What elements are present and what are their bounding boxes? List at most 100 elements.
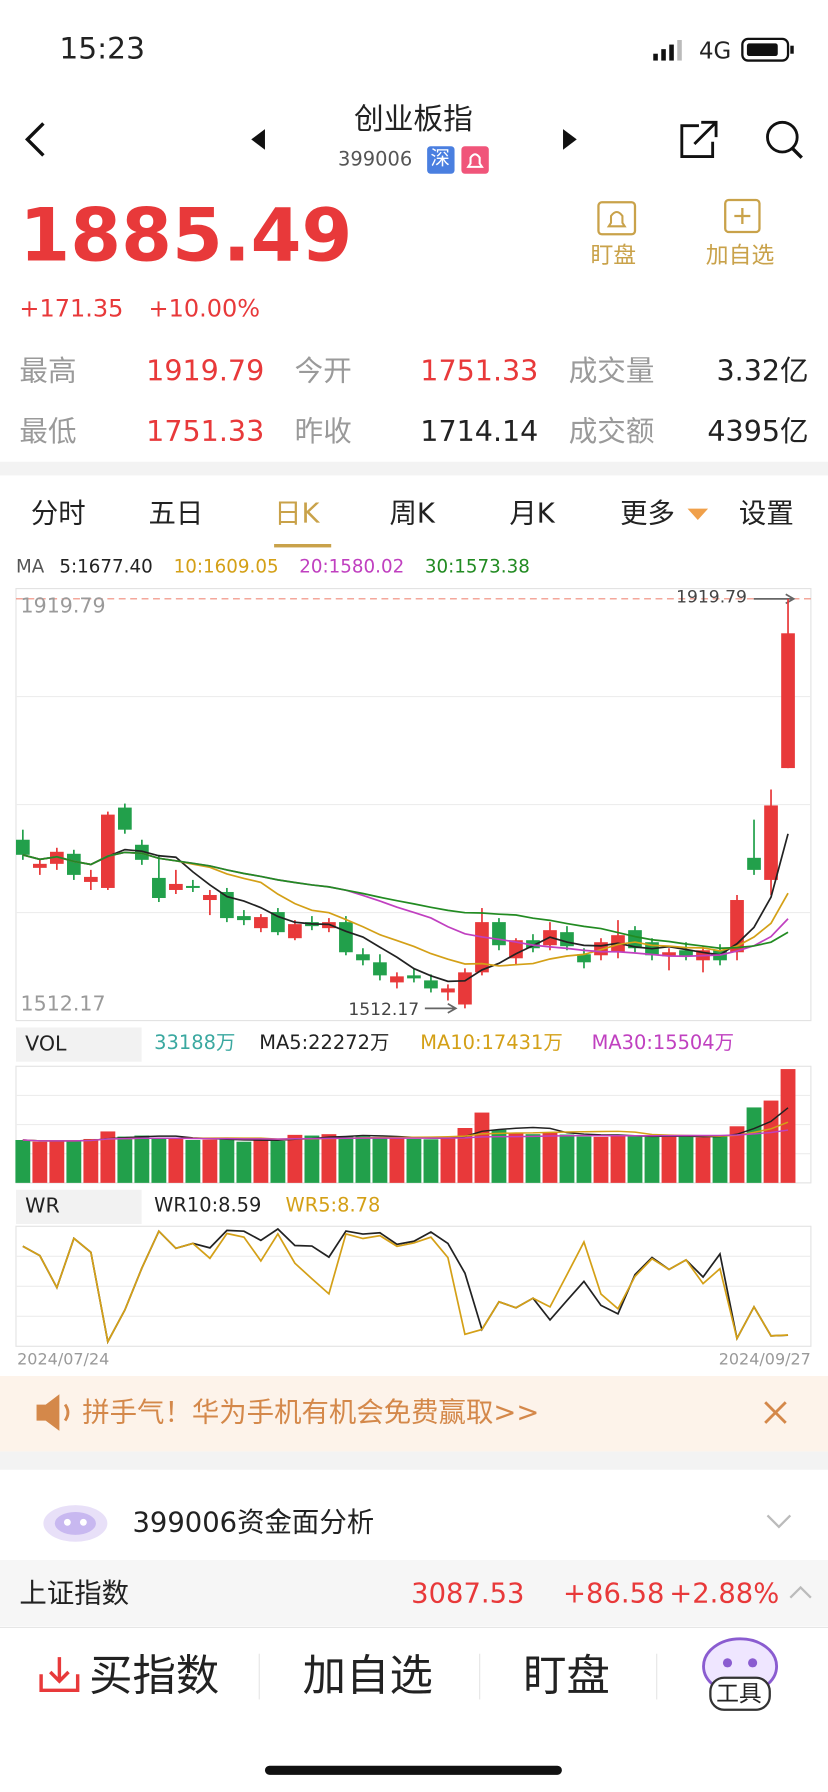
- low-arrow: [424, 1003, 458, 1014]
- ma5-line: [22, 833, 789, 983]
- volume-bar: [117, 1136, 133, 1183]
- volume-bar: [423, 1139, 439, 1183]
- vol-label: VOL: [25, 1032, 67, 1057]
- stat-value: 1751.33: [420, 354, 539, 388]
- volume-bar: [644, 1136, 660, 1183]
- index-ticker[interactable]: [0, 1560, 828, 1627]
- price: 1885.49: [19, 194, 353, 279]
- candle-body: [662, 952, 676, 957]
- stat-label: 成交量: [568, 354, 655, 388]
- end-date: 2024/09/27: [718, 1350, 811, 1370]
- high-marker-label: 1919.79: [676, 586, 747, 607]
- volume-bar: [49, 1141, 65, 1183]
- add-watchlist-button[interactable]: 加自选: [705, 241, 775, 269]
- volume-bar: [593, 1136, 609, 1183]
- kline-chart: [15, 588, 812, 1347]
- next-button[interactable]: [563, 129, 577, 150]
- volume-bar: [134, 1135, 150, 1183]
- candle-body: [186, 885, 200, 888]
- candle-body: [237, 916, 251, 921]
- promo-banner[interactable]: [0, 1376, 828, 1452]
- ticker-name: 上证指数: [19, 1577, 130, 1610]
- candle-body: [118, 807, 132, 830]
- volume-bar: [678, 1136, 694, 1183]
- wr-label: WR: [25, 1194, 60, 1219]
- share-button[interactable]: [680, 120, 718, 159]
- watch-button[interactable]: 盯盘: [523, 1650, 610, 1701]
- tab-more-arrow: [687, 508, 709, 521]
- volume-bar: [610, 1134, 626, 1183]
- vol-ma30-legend: MA30:15504万: [591, 1032, 735, 1055]
- search-button[interactable]: [766, 120, 803, 159]
- vol-ma10-legend: MA10:17431万: [420, 1032, 563, 1055]
- volume-bar: [491, 1129, 507, 1183]
- ticker-change-pct: +2.88%: [669, 1577, 780, 1610]
- tab[interactable]: 分时: [30, 497, 86, 530]
- vol-selector[interactable]: [15, 1027, 142, 1062]
- stat-value: 1751.33: [146, 414, 265, 449]
- wr-selector[interactable]: [15, 1189, 142, 1225]
- candle-body: [49, 851, 64, 864]
- volume-bar: [627, 1136, 643, 1183]
- tab-active[interactable]: 日K: [274, 497, 320, 530]
- prev-button[interactable]: [251, 129, 265, 150]
- analysis-icons: [43, 1505, 792, 1542]
- high-axis-label: 1919.79: [20, 594, 106, 619]
- volume-bar: [525, 1134, 541, 1183]
- candle-body: [764, 805, 778, 880]
- volume-bar: [83, 1138, 99, 1183]
- stat-label: 最低: [19, 414, 77, 449]
- add-watchlist-button[interactable]: 加自选: [302, 1650, 433, 1701]
- volume-bar: [270, 1141, 286, 1183]
- ticker-arrow: [789, 1585, 812, 1599]
- stat-value: 1714.14: [420, 414, 539, 449]
- volume-bar: [32, 1141, 48, 1183]
- tab[interactable]: 更多: [620, 497, 675, 530]
- banner-text: 拼手气！华为手机有机会免费赢取>>: [82, 1396, 540, 1429]
- volume-bar: [508, 1133, 524, 1183]
- volume-bar: [321, 1134, 337, 1183]
- candle-body: [475, 922, 489, 973]
- tab[interactable]: 五日: [148, 497, 204, 530]
- volume-bar: [763, 1100, 779, 1183]
- ma20-legend: 20:1580.02: [299, 555, 405, 578]
- back-button[interactable]: [24, 122, 45, 157]
- header-icons: [24, 120, 803, 174]
- stat-value: 1919.79: [146, 354, 265, 388]
- volume-bar: [559, 1134, 575, 1183]
- candle-body: [32, 863, 47, 868]
- candle-body: [135, 844, 149, 860]
- volume-bar: [389, 1138, 405, 1183]
- low-marker-label: 1512.17: [348, 998, 420, 1020]
- buy-index-button[interactable]: 买指数: [89, 1650, 220, 1701]
- candle-body: [747, 857, 761, 870]
- tools-button[interactable]: 工具: [716, 1680, 762, 1708]
- tab[interactable]: 设置: [738, 497, 794, 530]
- watch-button[interactable]: 盯盘: [590, 241, 637, 269]
- status-icons: [653, 37, 794, 62]
- candle-body: [441, 988, 455, 993]
- tab-underline: [274, 544, 332, 548]
- volume-bar: [168, 1138, 184, 1183]
- ma5-legend: 5:1677.40: [59, 555, 153, 578]
- stat-value: 4395亿: [707, 414, 809, 449]
- volume-bar: [406, 1138, 422, 1183]
- volume-bar: [695, 1137, 711, 1183]
- candle-body: [169, 883, 183, 890]
- candle-body: [152, 877, 166, 899]
- status-network: 4G: [698, 36, 732, 65]
- volume-bar: [661, 1135, 677, 1183]
- analysis-link[interactable]: 399006资金面分析: [132, 1506, 375, 1539]
- volume-bar: [253, 1140, 269, 1183]
- tab[interactable]: 月K: [509, 497, 555, 530]
- volume-bar: [287, 1134, 303, 1183]
- wr10-legend: WR10:8.59: [154, 1194, 262, 1218]
- stat-value: 3.32亿: [716, 354, 809, 388]
- volume-bar: [576, 1136, 592, 1183]
- tab[interactable]: 周K: [389, 497, 435, 530]
- close-banner[interactable]: [764, 1401, 787, 1424]
- action-icons: [597, 198, 761, 236]
- candle-body: [84, 876, 98, 882]
- ma10-legend: 10:1609.05: [173, 555, 279, 578]
